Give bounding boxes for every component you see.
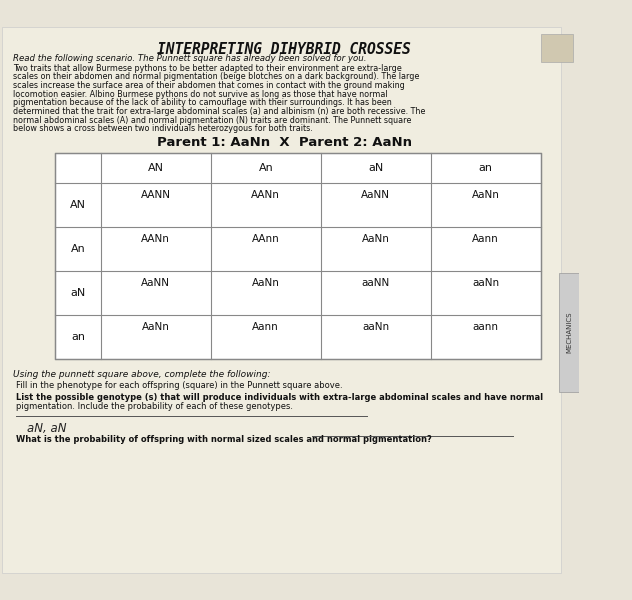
Text: aaNN: aaNN bbox=[362, 278, 390, 288]
Text: MECHANICS: MECHANICS bbox=[566, 311, 572, 353]
Text: An: An bbox=[258, 163, 273, 173]
Text: normal abdominal scales (A) and normal pigmentation (N) traits are dominant. The: normal abdominal scales (A) and normal p… bbox=[13, 116, 411, 125]
Text: pigmentation. Include the probability of each of these genotypes.: pigmentation. Include the probability of… bbox=[16, 402, 293, 411]
Text: AaNN: AaNN bbox=[362, 190, 391, 200]
Text: pigmentation because of the lack of ability to camouflage with their surrounding: pigmentation because of the lack of abil… bbox=[13, 98, 392, 107]
Text: Aann: Aann bbox=[472, 234, 499, 244]
Text: Using the punnett square above, complete the following:: Using the punnett square above, complete… bbox=[13, 370, 270, 379]
Text: AaNn: AaNn bbox=[362, 234, 390, 244]
Text: Read the following scenario. The Punnett square has already been solved for you.: Read the following scenario. The Punnett… bbox=[13, 55, 367, 64]
Text: AANn: AANn bbox=[142, 234, 170, 244]
Text: AaNn: AaNn bbox=[142, 322, 170, 332]
Text: aN: aN bbox=[368, 163, 384, 173]
Text: Aann: Aann bbox=[252, 322, 279, 332]
Text: aann: aann bbox=[473, 322, 499, 332]
Text: determined that the trait for extra-large abdominal scales (a) and albinism (n) : determined that the trait for extra-larg… bbox=[13, 107, 425, 116]
Text: Two traits that allow Burmese pythons to be better adapted to their environment : Two traits that allow Burmese pythons to… bbox=[13, 64, 401, 73]
Text: locomotion easier. Albino Burmese pythons do not survive as long as those that h: locomotion easier. Albino Burmese python… bbox=[13, 89, 387, 98]
FancyBboxPatch shape bbox=[2, 27, 561, 573]
Text: An: An bbox=[71, 244, 85, 254]
Text: AN: AN bbox=[70, 200, 86, 209]
Text: below shows a cross between two individuals heterozygous for both traits.: below shows a cross between two individu… bbox=[13, 124, 313, 133]
Bar bbox=[559, 272, 580, 392]
Text: scales on their abdomen and normal pigmentation (beige blotches on a dark backgr: scales on their abdomen and normal pigme… bbox=[13, 72, 419, 81]
Text: aaNn: aaNn bbox=[472, 278, 499, 288]
Text: AANN: AANN bbox=[141, 190, 171, 200]
Text: aaNn: aaNn bbox=[362, 322, 389, 332]
Text: AAnn: AAnn bbox=[252, 234, 280, 244]
Text: an: an bbox=[479, 163, 493, 173]
Text: AaNn: AaNn bbox=[472, 190, 500, 200]
Text: What is the probability of offspring with normal sized scales and normal pigment: What is the probability of offspring wit… bbox=[16, 435, 432, 444]
Text: aN, aN: aN, aN bbox=[28, 422, 67, 435]
Text: scales increase the surface area of their abdomen that comes in contact with the: scales increase the surface area of thei… bbox=[13, 81, 404, 90]
Text: AN: AN bbox=[148, 163, 164, 173]
Text: AaNn: AaNn bbox=[252, 278, 280, 288]
Text: AANn: AANn bbox=[252, 190, 280, 200]
Text: AaNN: AaNN bbox=[142, 278, 170, 288]
Bar bbox=[55, 154, 541, 359]
Text: INTERPRETING DIHYBRID CROSSES: INTERPRETING DIHYBRID CROSSES bbox=[157, 41, 411, 56]
FancyBboxPatch shape bbox=[541, 34, 573, 62]
Text: Parent 1: AaNn  X  Parent 2: AaNn: Parent 1: AaNn X Parent 2: AaNn bbox=[157, 136, 411, 149]
Text: Fill in the phenotype for each offspring (square) in the Punnett square above.: Fill in the phenotype for each offspring… bbox=[16, 380, 343, 389]
Text: List the possible genotype (s) that will produce individuals with extra-large ab: List the possible genotype (s) that will… bbox=[16, 394, 544, 403]
Text: aN: aN bbox=[70, 287, 85, 298]
Text: an: an bbox=[71, 332, 85, 341]
